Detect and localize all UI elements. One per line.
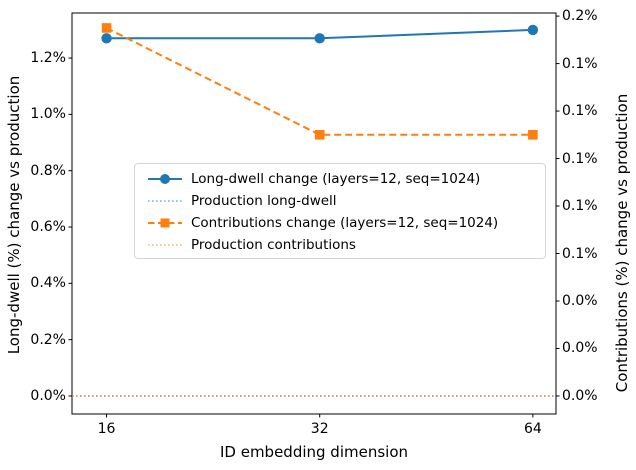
x-tick-label: 16 bbox=[97, 421, 116, 437]
legend-label: Production long-dwell bbox=[191, 193, 337, 209]
right-y-tick-label: 0.1% bbox=[562, 245, 598, 262]
right-y-tick-label: 0.1% bbox=[562, 55, 598, 72]
x-tick-label: 32 bbox=[310, 421, 329, 437]
right-y-tick-label: 0.1% bbox=[562, 198, 598, 215]
axes-frame bbox=[71, 12, 557, 415]
left-y-tick-label: 0.0% bbox=[30, 387, 66, 404]
x-tick-label: 64 bbox=[523, 421, 542, 437]
right-y-tick-label: 0.2% bbox=[562, 8, 598, 25]
legend-sample-production-long-dwell-icon bbox=[148, 200, 182, 202]
legend-sample-contributions-change-icon bbox=[148, 218, 182, 228]
legend-item-production-long-dwell: Production long-dwell bbox=[135, 190, 545, 212]
series-long-dwell-change-marker bbox=[314, 33, 325, 44]
right-y-tick-label: 0.1% bbox=[562, 150, 598, 167]
series-long-dwell-change-marker bbox=[101, 33, 112, 44]
right-y-tick-label: 0.0% bbox=[562, 387, 598, 404]
legend-item-production-contributions: Production contributions bbox=[135, 234, 545, 256]
right-y-tick-label: 0.0% bbox=[562, 292, 598, 309]
series-contributions-change-line bbox=[106, 27, 533, 136]
right-y-tick-label: 0.1% bbox=[562, 103, 598, 120]
left-y-tick-label: 0.4% bbox=[30, 275, 66, 292]
series-contributions-change-marker bbox=[314, 129, 325, 140]
series-long-dwell-change-marker bbox=[527, 24, 539, 36]
legend: Long-dwell change (layers=12, seq=1024) P… bbox=[134, 163, 546, 259]
left-y-tick-label: 0.6% bbox=[30, 219, 66, 236]
left-y-tick-label: 0.2% bbox=[30, 331, 66, 348]
legend-label: Contributions change (layers=12, seq=102… bbox=[191, 215, 499, 231]
right-y-tick-label: 0.0% bbox=[562, 340, 598, 357]
series-contributions-change-marker bbox=[528, 129, 538, 140]
legend-sample-production-contributions-icon bbox=[148, 244, 182, 246]
legend-item-contributions-change: Contributions change (layers=12, seq=102… bbox=[135, 212, 545, 234]
x-axis-label: ID embedding dimension bbox=[219, 443, 409, 461]
legend-item-long-dwell-change: Long-dwell change (layers=12, seq=1024) bbox=[135, 168, 545, 190]
left-y-tick-label: 0.8% bbox=[30, 162, 66, 179]
left-y-tick-label: 1.2% bbox=[30, 50, 66, 67]
legend-label: Production contributions bbox=[191, 237, 356, 253]
legend-sample-long-dwell-change-icon bbox=[148, 174, 182, 184]
left-y-tick-label: 1.0% bbox=[30, 106, 66, 123]
legend-label: Long-dwell change (layers=12, seq=1024) bbox=[191, 171, 481, 187]
series-contributions-change-marker bbox=[101, 23, 112, 33]
